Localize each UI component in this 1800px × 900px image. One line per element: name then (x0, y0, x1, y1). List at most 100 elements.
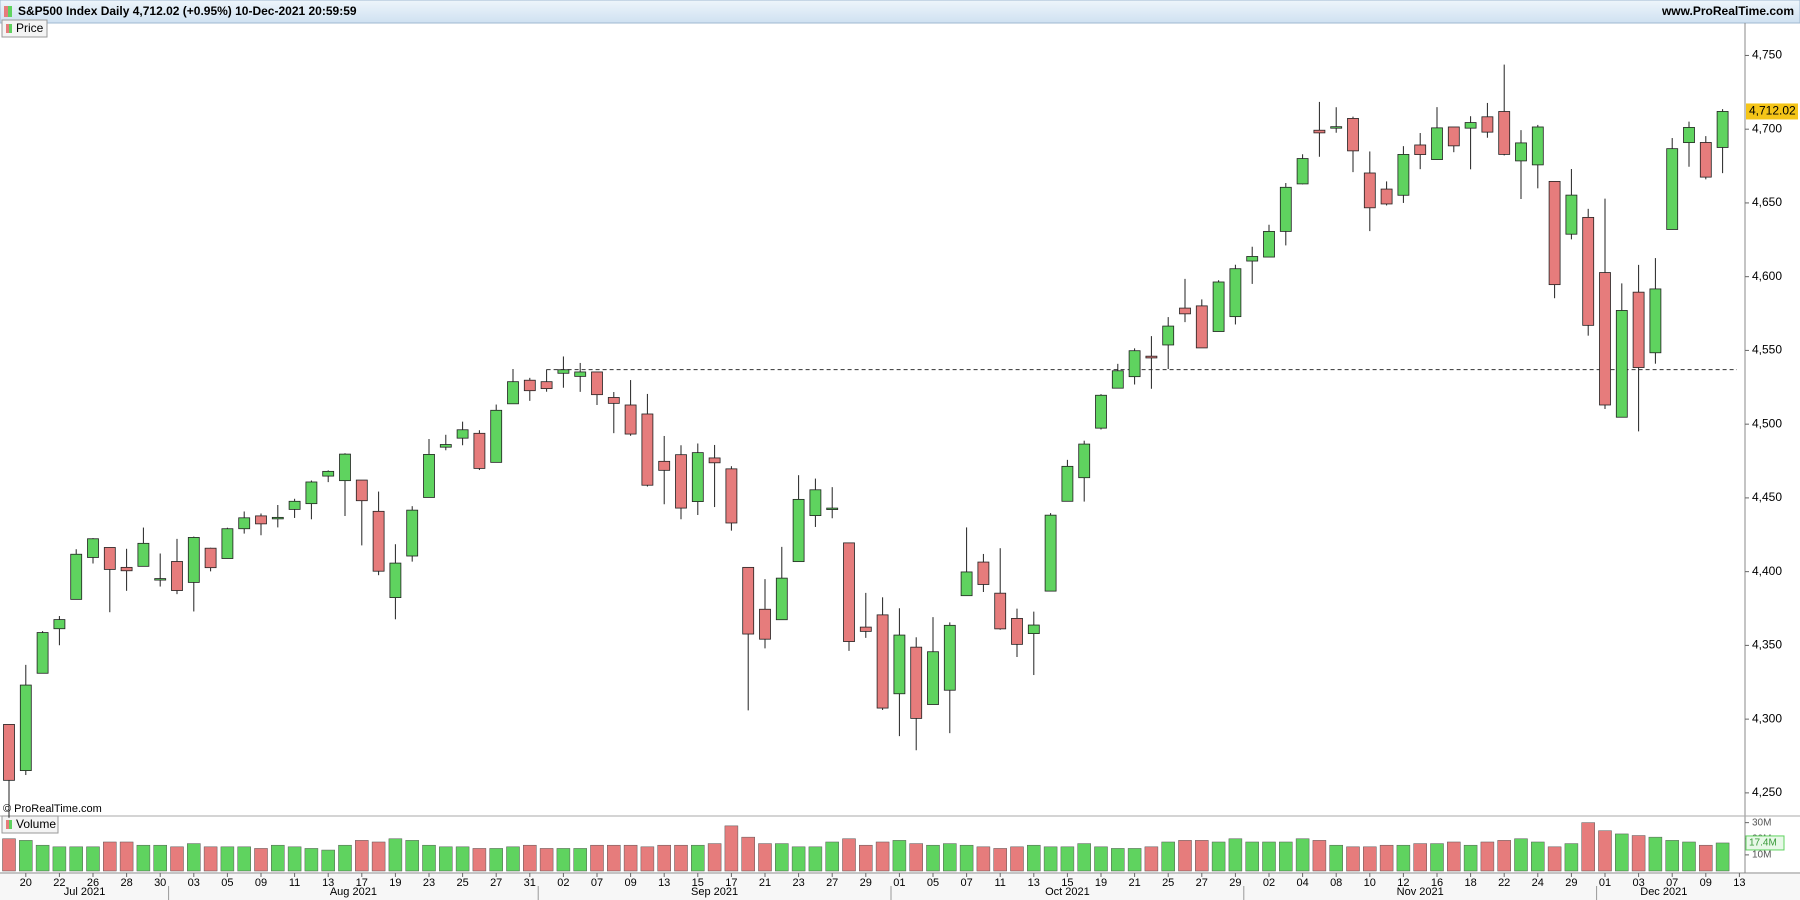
volume-bar (607, 844, 621, 872)
x-tick-label: 07 (960, 877, 972, 889)
candle-body (1279, 186, 1292, 232)
header-icon (4, 6, 8, 17)
candle-body (1011, 618, 1023, 645)
volume-bar (1211, 841, 1226, 872)
candle-body (255, 515, 267, 525)
candle-body (809, 489, 822, 517)
candle-body (910, 646, 923, 719)
candle-body (1431, 127, 1443, 160)
x-tick-label: 22 (53, 877, 65, 889)
volume-bar (321, 849, 335, 872)
candle-body (1044, 514, 1057, 592)
x-tick-label: 23 (423, 877, 435, 889)
volume-bar (943, 843, 957, 872)
volume-bar (808, 846, 823, 872)
x-tick-label: 22 (1498, 877, 1510, 889)
candle-body (1666, 148, 1679, 230)
volume-bar (640, 846, 655, 872)
candle-body (1414, 144, 1427, 155)
x-tick-label: 07 (591, 877, 603, 889)
volume-bar (86, 846, 100, 872)
x-tick-label: 09 (1700, 877, 1712, 889)
month-label: Aug 2021 (330, 886, 377, 898)
candle-body (70, 553, 83, 600)
candle-body (355, 479, 368, 502)
volume-bar (1363, 846, 1377, 872)
candle-body (1363, 172, 1376, 209)
volume-bar (1010, 846, 1024, 872)
volume-bar (1111, 848, 1125, 872)
candle-body (1599, 272, 1611, 406)
volume-bar (657, 844, 671, 872)
y-tick-label: 4,300 (1752, 711, 1782, 725)
candle-body (1313, 129, 1326, 134)
volume-bar (1195, 840, 1209, 872)
candle-body (1330, 126, 1343, 129)
y-tick-label: 4,400 (1752, 564, 1782, 578)
candle-body (154, 578, 167, 581)
candle-body (439, 444, 452, 448)
x-tick-label: 26 (87, 877, 99, 889)
x-tick-label: 02 (557, 877, 569, 889)
candle-body (994, 592, 1007, 630)
x-tick-label: 10 (1364, 877, 1376, 889)
candle-body (1145, 355, 1158, 359)
candle-body (389, 562, 402, 599)
candle-body (759, 608, 771, 640)
volume-bar (170, 846, 184, 872)
volume-bar (489, 848, 503, 872)
x-tick-label: 11 (994, 877, 1005, 889)
y-tick-label: 4,350 (1752, 638, 1782, 652)
volume-bar (1430, 843, 1444, 872)
header-icon (8, 6, 12, 17)
x-tick-label: 27 (826, 877, 838, 889)
candle-body (775, 577, 788, 621)
candle-body (3, 724, 15, 781)
y-tick-label: 4,650 (1752, 195, 1782, 209)
candle-body (305, 481, 318, 505)
candle-body (271, 516, 284, 520)
month-label: Nov 2021 (1397, 886, 1444, 898)
candle-body (1162, 325, 1175, 346)
candle-body (1716, 111, 1729, 148)
candle-body (1531, 126, 1544, 166)
volume-tick-label: 30M (1752, 817, 1771, 828)
volume-bar (439, 846, 453, 872)
legend-icon (6, 820, 9, 829)
volume-bar (1329, 844, 1343, 872)
chart-title: S&P500 Index Daily 4,712.02 (+0.95%) 10-… (18, 4, 357, 18)
candle-body (137, 542, 150, 567)
volume-bar (2, 838, 16, 872)
volume-bar (1531, 841, 1545, 872)
volume-bar (976, 846, 991, 872)
volume-bar (775, 843, 789, 872)
volume-bar (1514, 838, 1528, 872)
candle-body (960, 571, 973, 597)
volume-bar (993, 848, 1007, 872)
candle-body (725, 468, 738, 524)
x-tick-label: 07 (1666, 877, 1678, 889)
y-tick-label: 4,600 (1752, 269, 1782, 283)
volume-bar (1228, 838, 1243, 872)
volume-bar (237, 846, 251, 872)
volume-bar (556, 848, 571, 872)
y-tick-label: 4,550 (1752, 343, 1782, 357)
x-tick-label: 15 (692, 877, 704, 889)
volume-bar (1497, 840, 1511, 872)
candle-body (893, 634, 906, 695)
candle-body (1128, 350, 1141, 378)
volume-bar (1665, 840, 1679, 872)
volume-bar (1547, 846, 1562, 872)
candle-body (792, 498, 805, 563)
x-tick-label: 24 (1532, 877, 1544, 889)
volume-bar (1094, 846, 1108, 872)
candle-body (1380, 188, 1393, 205)
candle-body (423, 453, 435, 498)
candle-body (1548, 180, 1561, 286)
candle-body (473, 432, 486, 469)
candle-body (1111, 370, 1124, 389)
candle-body (1498, 111, 1511, 155)
x-tick-label: 29 (1229, 877, 1241, 889)
candle-body (372, 510, 385, 572)
volume-bar (1715, 842, 1730, 872)
